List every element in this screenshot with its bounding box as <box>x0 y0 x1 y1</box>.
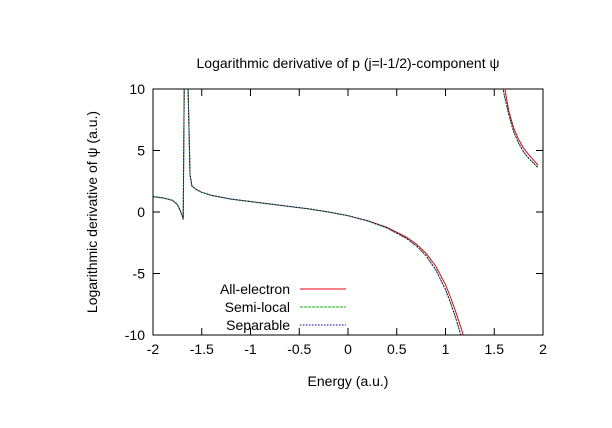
y-axis-label: Logarithmic derivative of ψ (a.u.) <box>84 111 100 313</box>
x-tick-label: -1.5 <box>190 341 214 357</box>
plot-series <box>153 89 539 335</box>
legend-label: Semi-local <box>225 299 290 315</box>
x-tick-label: 1 <box>442 341 450 357</box>
axis-ticks: -2 -1.5 -1 -0.5 0 0.5 1 1.5 2 -10 -5 0 5 10 <box>125 81 547 357</box>
plot-frame <box>152 88 544 336</box>
series-line-separable <box>187 89 462 335</box>
y-tick-label: -10 <box>125 327 145 343</box>
x-tick-label: 0.5 <box>387 341 407 357</box>
chart-title: Logarithmic derivative of p (j=l-1/2)-co… <box>197 55 500 71</box>
series-line-separable <box>502 89 539 169</box>
legend: All-electron Semi-local Separable <box>220 281 346 333</box>
x-tick-label: -2 <box>147 341 160 357</box>
legend-label: All-electron <box>220 281 290 297</box>
y-tick-label: -5 <box>133 266 146 282</box>
y-tick-label: 0 <box>137 204 145 220</box>
x-tick-label: 1.5 <box>485 341 505 357</box>
x-axis-label: Energy (a.u.) <box>308 373 389 389</box>
series-line-separable <box>153 89 185 220</box>
x-tick-label: 2 <box>539 341 547 357</box>
x-tick-label: -1 <box>244 341 257 357</box>
series-line-all-electron <box>504 89 539 166</box>
series-line-semi-local <box>502 89 539 169</box>
x-tick-label: -0.5 <box>287 341 311 357</box>
x-tick-label: 0 <box>344 341 352 357</box>
y-tick-label: 10 <box>129 81 145 97</box>
y-tick-label: 5 <box>137 143 145 159</box>
legend-label: Separable <box>226 317 290 333</box>
